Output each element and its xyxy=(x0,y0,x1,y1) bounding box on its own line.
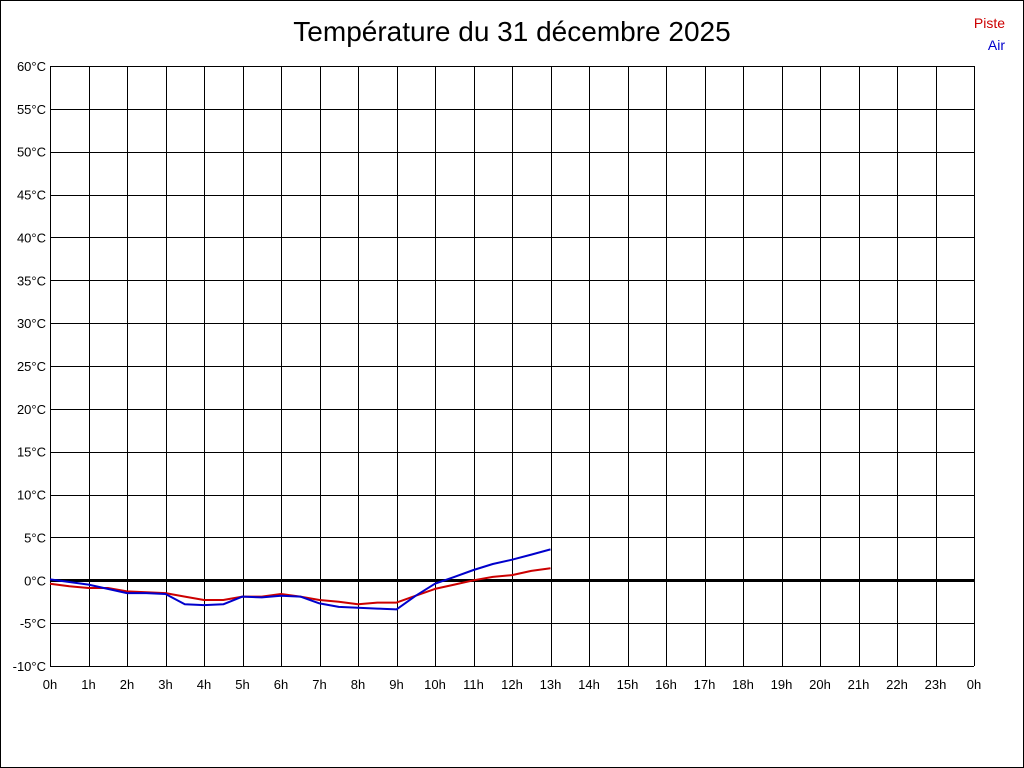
x-tick-label: 0h xyxy=(967,677,981,692)
x-tick-label: 20h xyxy=(809,677,831,692)
y-tick-label: 30°C xyxy=(17,316,46,331)
legend: Piste Air xyxy=(974,12,1005,56)
x-tick-label: 0h xyxy=(43,677,57,692)
series-line-air xyxy=(49,548,551,611)
x-tick-label: 1h xyxy=(81,677,95,692)
x-tick-label: 15h xyxy=(617,677,639,692)
y-tick-label: 15°C xyxy=(17,445,46,460)
y-tick-label: 35°C xyxy=(17,273,46,288)
legend-item-air: Air xyxy=(987,37,1005,53)
x-tick-label: 10h xyxy=(424,677,446,692)
x-tick-label: 21h xyxy=(848,677,870,692)
x-tick-label: 9h xyxy=(389,677,403,692)
y-tick-label: -10°C xyxy=(13,659,46,674)
x-tick-label: 18h xyxy=(732,677,754,692)
x-tick-label: 17h xyxy=(694,677,716,692)
x-tick-label: 14h xyxy=(578,677,600,692)
x-tick-label: 22h xyxy=(886,677,908,692)
axis-labels: 60°C 55°C 50°C 45°C 40°C 35°C 30°C 25°C 20°C 15°C… xyxy=(13,59,982,692)
x-tick-label: 2h xyxy=(120,677,134,692)
x-tick-label: 13h xyxy=(540,677,562,692)
y-tick-label: -5°C xyxy=(20,616,46,631)
series-layer xyxy=(49,548,551,611)
x-tick-label: 4h xyxy=(197,677,211,692)
x-tick-label: 3h xyxy=(158,677,172,692)
y-tick-label: 10°C xyxy=(17,488,46,503)
y-tick-label: 20°C xyxy=(17,402,46,417)
x-tick-label: 6h xyxy=(274,677,288,692)
x-tick-label: 7h xyxy=(312,677,326,692)
legend-item-piste: Piste xyxy=(973,15,1005,31)
x-tick-label: 5h xyxy=(235,677,249,692)
y-tick-label: 55°C xyxy=(17,102,46,117)
series-line-piste xyxy=(49,567,551,606)
x-tick-label: 11h xyxy=(463,677,484,692)
y-tick-label: 40°C xyxy=(17,230,46,245)
y-tick-label: 0°C xyxy=(24,573,46,588)
x-tick-label: 23h xyxy=(925,677,947,692)
y-tick-label: 50°C xyxy=(17,145,46,160)
chart-title: Température du 31 décembre 2025 xyxy=(293,16,731,47)
y-tick-label: 60°C xyxy=(17,59,46,74)
y-tick-label: 5°C xyxy=(24,530,46,545)
y-tick-label: 25°C xyxy=(17,359,46,374)
x-tick-label: 16h xyxy=(655,677,677,692)
x-tick-label: 19h xyxy=(771,677,793,692)
x-tick-label: 12h xyxy=(501,677,523,692)
y-tick-label: 45°C xyxy=(17,188,46,203)
x-tick-label: 8h xyxy=(351,677,365,692)
grid xyxy=(50,66,975,667)
